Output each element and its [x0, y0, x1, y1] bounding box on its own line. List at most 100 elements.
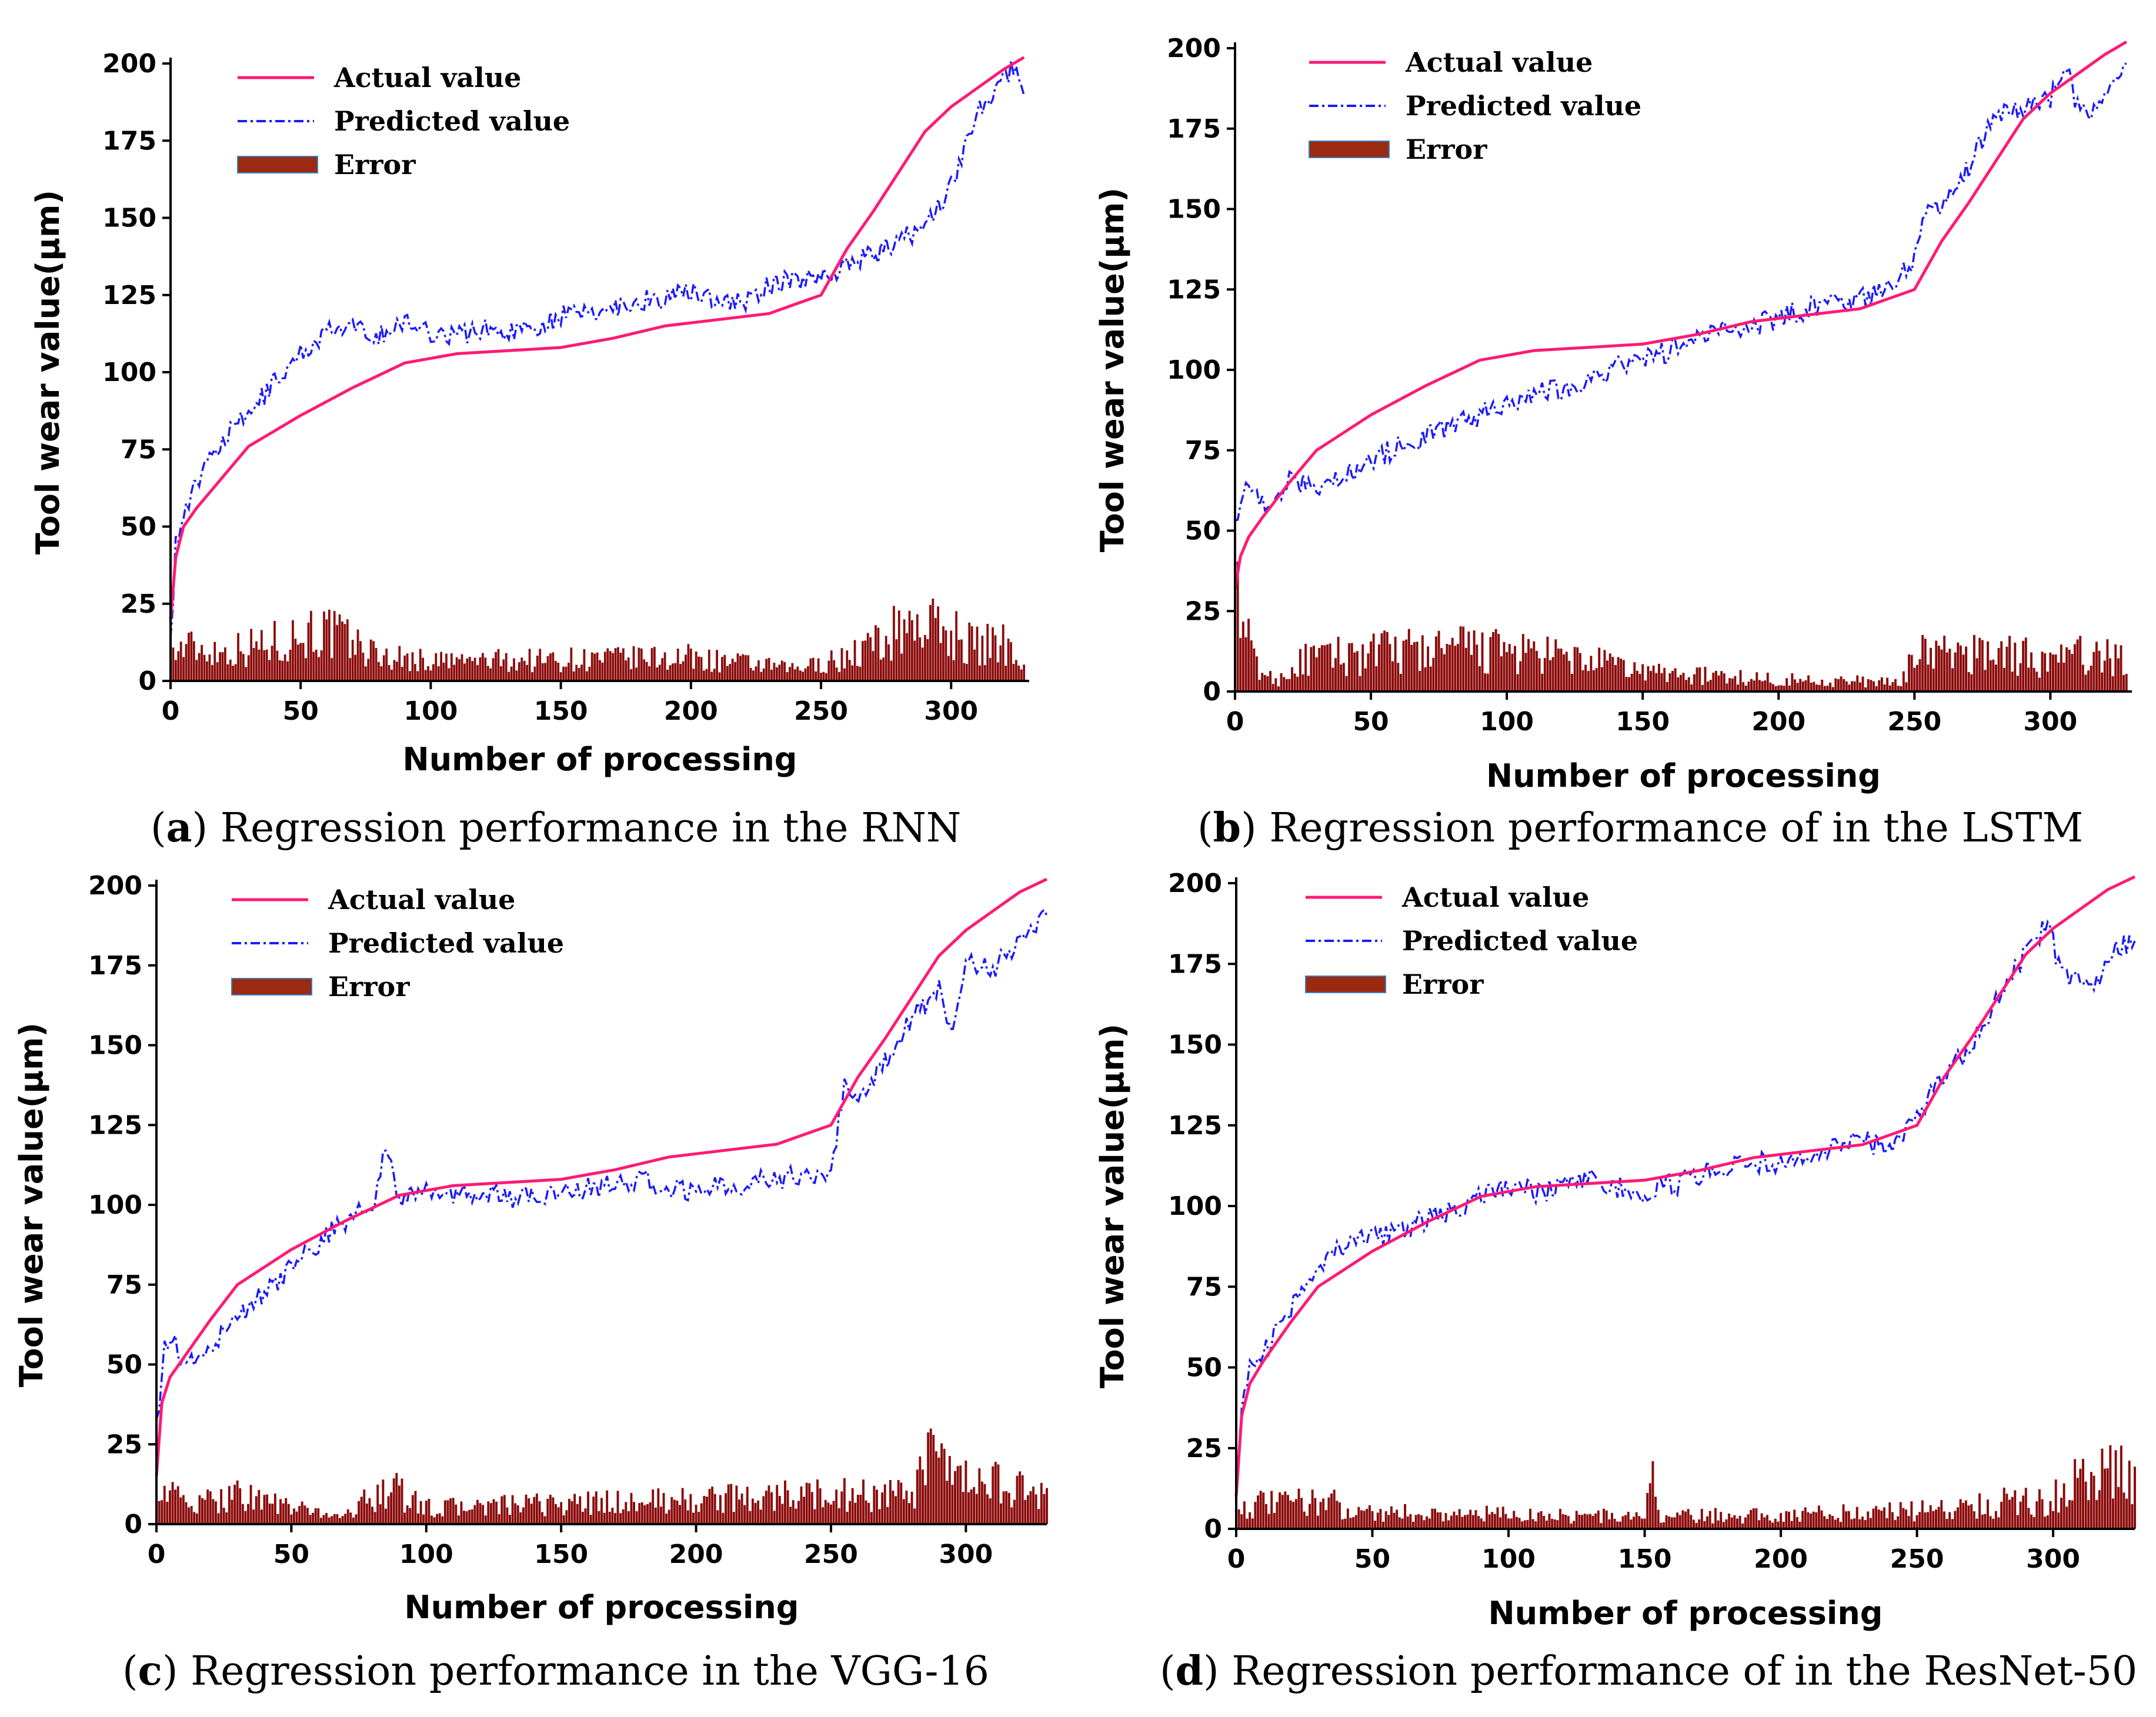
error-bar [1267, 1514, 1270, 1529]
error-bar [781, 1504, 784, 1524]
error-bar [276, 650, 279, 681]
error-bar [746, 1486, 749, 1524]
x-tick-label: 300 [939, 1539, 993, 1569]
error-bar [825, 673, 827, 681]
error-bar [212, 1499, 215, 1524]
error-bar [1801, 681, 1804, 692]
error-bar [1695, 1522, 1698, 1529]
error-bar [897, 1479, 900, 1524]
y-tick-label: 50 [106, 1350, 142, 1380]
error-bar [503, 1495, 506, 1524]
error-bar [2003, 1487, 2005, 1529]
error-bar [1271, 684, 1274, 692]
y-axis-label: Tool wear value(μm) [13, 1023, 50, 1387]
error-bar [473, 657, 476, 681]
x-tick-label: 300 [2026, 1544, 2080, 1574]
error-bar [1858, 1519, 1861, 1529]
error-bar [1886, 677, 1889, 692]
error-bar [182, 1495, 185, 1524]
error-bar [458, 659, 460, 681]
error-bar [759, 1509, 762, 1524]
error-bar [665, 1514, 668, 1524]
error-bar [646, 1504, 649, 1524]
error-bar [203, 654, 206, 681]
error-bar [994, 635, 997, 681]
error-bar [1921, 1500, 1924, 1529]
error-bar [1771, 1522, 1774, 1529]
error-bar [511, 1495, 514, 1524]
error-bar [214, 1501, 217, 1524]
error-bar [457, 1515, 460, 1524]
error-bar [1630, 673, 1633, 692]
error-bar [1738, 1515, 1741, 1529]
error-bar [924, 634, 926, 681]
error-bar [578, 667, 580, 681]
y-tick-label: 125 [88, 1110, 142, 1140]
error-bar [1877, 1509, 1880, 1529]
error-bar [2134, 1467, 2136, 1529]
error-bar [1236, 562, 1239, 692]
error-bar [1393, 1512, 1396, 1529]
error-bar [2044, 1516, 2047, 1529]
error-bar [1655, 673, 1658, 692]
legend-label: Error [1406, 133, 1487, 165]
error-bar [1780, 685, 1783, 692]
error-bar [1867, 679, 1870, 692]
error-bar [1937, 1506, 1940, 1529]
error-bar [1867, 1511, 1870, 1529]
error-bar [1283, 677, 1286, 692]
error-bar [401, 1478, 403, 1524]
error-bar [1034, 1494, 1037, 1524]
error-bar [1263, 674, 1266, 692]
error-bar [653, 647, 656, 681]
error-bar [719, 1495, 722, 1524]
error-bar [1453, 1511, 1456, 1529]
error-bar [583, 649, 586, 681]
error-bar [1873, 681, 1875, 692]
error-bar [1894, 679, 1897, 692]
error-bar [1973, 1511, 1975, 1529]
error-bar [1348, 643, 1351, 692]
caption-a: (a) Regression performance in the RNN [151, 804, 962, 851]
error-bar [601, 662, 604, 681]
error-bar [627, 1511, 630, 1524]
error-bar [554, 660, 557, 681]
error-bar [222, 1508, 225, 1524]
error-bar [588, 666, 591, 681]
x-tick-label: 50 [283, 696, 319, 726]
error-bar [508, 672, 510, 681]
error-bar [1712, 672, 1715, 692]
error-bar [163, 1485, 166, 1524]
error-bar [2016, 676, 2019, 692]
error-bar [314, 1508, 317, 1524]
error-bar [666, 669, 669, 681]
error-bar [674, 663, 677, 681]
error-bar [1414, 1515, 1417, 1529]
error-bar [2052, 654, 2054, 692]
error-bar [2057, 1512, 2060, 1529]
error-bar [299, 643, 302, 681]
y-tick-label: 200 [1168, 868, 1222, 898]
error-bar [881, 1492, 884, 1524]
error-bar [546, 656, 549, 681]
error-bar [201, 1498, 203, 1524]
error-bar [1564, 1515, 1567, 1529]
error-bar [1742, 682, 1745, 692]
error-bar [676, 649, 679, 681]
error-bar [656, 667, 659, 681]
error-bar [919, 1456, 922, 1524]
error-bar [603, 652, 606, 681]
error-bar [835, 667, 838, 681]
error-bar [1374, 1521, 1377, 1529]
error-bar [2019, 1501, 2022, 1529]
error-bar [640, 648, 643, 681]
error-bar [1527, 639, 1530, 692]
error-bar [997, 662, 999, 681]
error-bar [2068, 649, 2071, 692]
error-bar [1722, 1522, 1725, 1529]
error-bar [1730, 1517, 1733, 1529]
error-bar [1731, 678, 1734, 692]
error-bar [965, 664, 968, 681]
error-bar [731, 659, 734, 681]
error-bar [767, 1485, 770, 1524]
